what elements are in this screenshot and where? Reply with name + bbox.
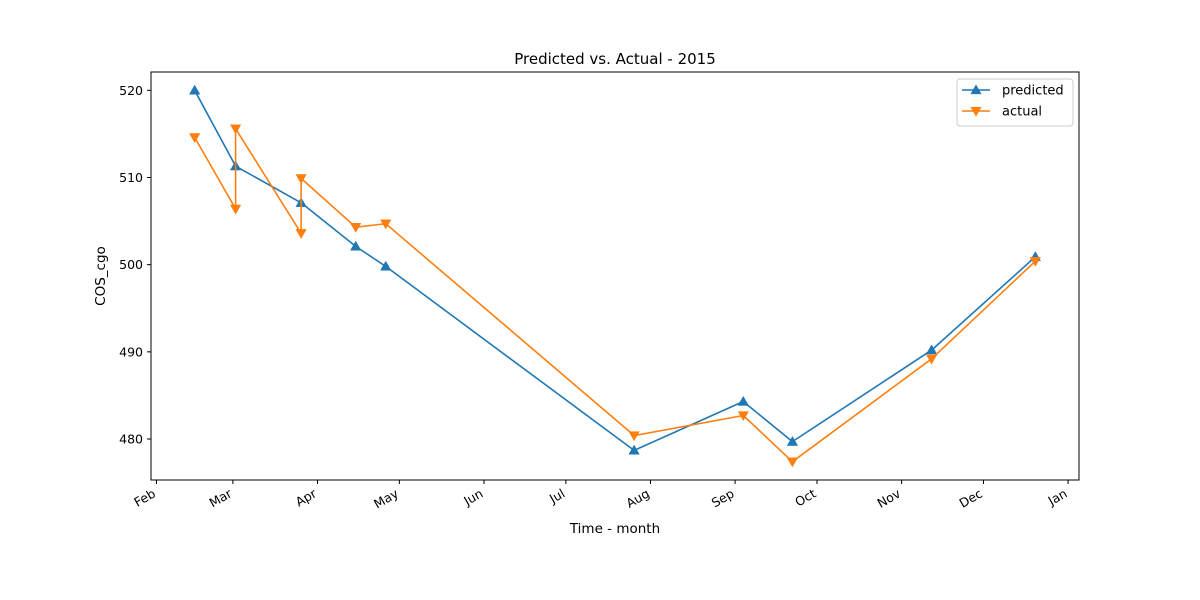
legend-item-actual: actual xyxy=(962,105,1042,120)
data-point-actual xyxy=(229,124,242,135)
data-point-actual xyxy=(380,219,392,230)
y-axis: 480 490 500 510 520 xyxy=(119,83,151,447)
data-point-actual xyxy=(295,229,307,239)
data-point-predicted xyxy=(380,260,392,271)
data-point-predicted xyxy=(786,435,799,446)
data-point-actual xyxy=(925,354,938,365)
data-point-actual xyxy=(1029,257,1041,267)
data-point-predicted xyxy=(628,444,640,455)
series-line-actual xyxy=(193,127,1036,463)
data-point-actual xyxy=(737,411,749,422)
x-tick-label: Jul xyxy=(546,486,567,507)
data-point-actual xyxy=(295,174,307,185)
legend-marker-predicted xyxy=(970,84,982,95)
legend: predicted actual xyxy=(956,78,1074,127)
data-point-actual xyxy=(786,457,799,468)
plot-frame xyxy=(150,71,1080,481)
series-layer xyxy=(189,84,1041,468)
data-point-predicted xyxy=(925,344,938,355)
legend-label-actual: actual xyxy=(1002,105,1042,120)
data-point-actual xyxy=(229,204,242,215)
y-tick-label: 480 xyxy=(119,432,143,447)
legend-label-predicted: predicted xyxy=(1002,84,1064,99)
legend-item-predicted: predicted xyxy=(962,84,1064,99)
data-point-predicted xyxy=(350,240,362,251)
y-axis-label: COS_cgo xyxy=(93,246,109,306)
data-point-predicted xyxy=(737,395,749,406)
x-axis-label: Time - month xyxy=(569,521,660,537)
data-point-predicted xyxy=(189,84,201,95)
series-predicted xyxy=(189,84,1041,455)
chart-title: Predicted vs. Actual - 2015 xyxy=(514,50,716,68)
data-point-actual xyxy=(628,431,640,442)
series-line-predicted xyxy=(193,89,1036,452)
series-actual xyxy=(189,124,1041,468)
y-tick-label: 510 xyxy=(119,170,143,185)
y-tick-label: 500 xyxy=(119,257,143,272)
y-tick-label: 490 xyxy=(119,344,143,359)
data-point-actual xyxy=(189,133,201,144)
data-point-actual xyxy=(350,223,362,233)
y-tick-label: 520 xyxy=(119,83,143,98)
legend-marker-actual xyxy=(970,106,982,117)
